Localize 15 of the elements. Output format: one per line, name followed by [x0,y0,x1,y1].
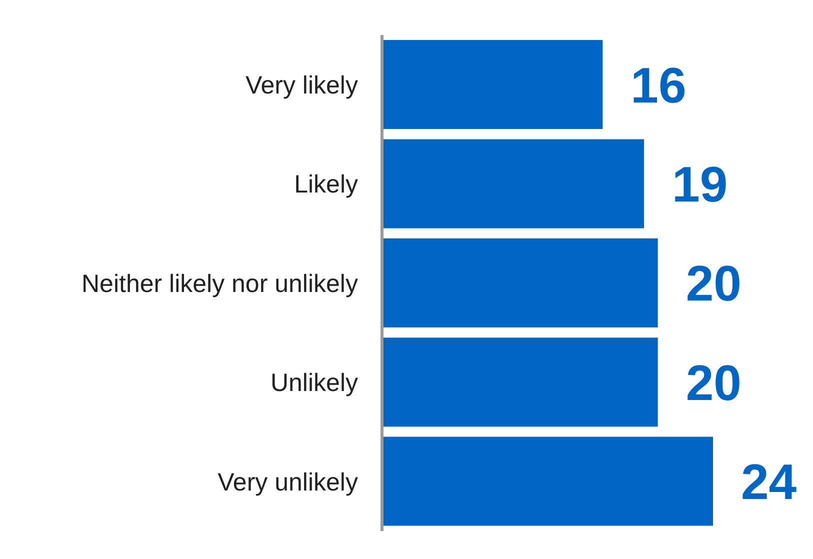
data-label: 16 [630,57,686,114]
data-label: 20 [686,256,742,312]
data-label: 20 [686,354,742,411]
y-tick-label: Very likely [245,71,358,100]
data-label: 19 [672,156,728,212]
data-label: 24 [741,454,797,510]
bar [382,338,658,427]
bar [382,436,713,526]
y-tick-label: Neither likely nor unlikely [81,270,358,298]
y-tick-label: Very unlikely [218,468,358,496]
bar [382,40,603,129]
y-tick-label: Likely [294,170,358,199]
y-tick-label: Unlikely [270,369,358,398]
bar [382,139,644,228]
bar [382,238,658,328]
